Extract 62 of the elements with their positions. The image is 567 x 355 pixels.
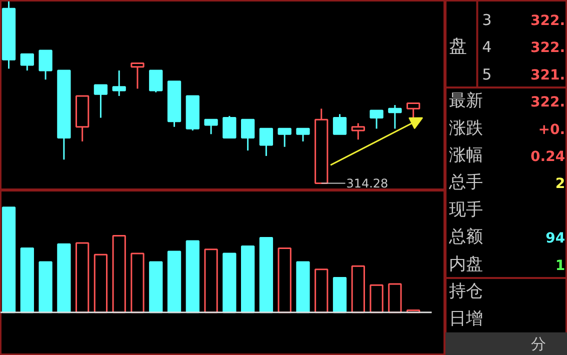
bar [278, 248, 292, 314]
candlestick [296, 128, 310, 142]
text: 321. [530, 67, 566, 84]
bar [241, 245, 255, 314]
bar [94, 254, 108, 314]
bar [332, 276, 347, 314]
text: 322. [530, 94, 566, 111]
text: 0.24 [530, 149, 566, 166]
category-label: 4 [482, 38, 492, 56]
category-label: 涨幅 [449, 146, 484, 166]
category-label: 日增 [449, 308, 484, 329]
candlestick [20, 53, 34, 72]
candlestick [241, 118, 255, 152]
candlestick [94, 84, 108, 119]
bar [57, 243, 71, 314]
category-label: 涨跌 [449, 118, 484, 138]
bar [186, 240, 200, 314]
bar [296, 261, 310, 314]
bar [204, 248, 218, 314]
candlestick [204, 118, 218, 135]
annotation: 314.28 [346, 176, 388, 191]
candlestick [222, 115, 236, 139]
candlestick [149, 70, 163, 94]
candlestick [130, 62, 144, 90]
category-label: 现手 [449, 200, 484, 220]
bar [38, 261, 52, 314]
bar [2, 206, 16, 314]
category-label: 持仓 [449, 282, 484, 302]
bar [112, 234, 126, 314]
bar [76, 242, 90, 314]
bar [149, 261, 163, 314]
candlestick [406, 102, 420, 120]
candlestick [38, 50, 52, 80]
candlestick [112, 70, 126, 97]
candlestick [388, 104, 402, 130]
text: 322. [530, 12, 566, 29]
text: 盘 [449, 36, 468, 58]
bar [20, 248, 34, 314]
text: 94 [546, 230, 566, 247]
bar [259, 237, 274, 314]
category-label: 总手 [448, 172, 484, 193]
text: 2 [555, 176, 566, 192]
bar [130, 252, 144, 314]
candlestick [259, 128, 274, 157]
text: 分 [530, 335, 546, 354]
bar [351, 265, 365, 314]
category-label: 最新 [449, 91, 484, 112]
candlestick [332, 113, 347, 135]
bar [406, 310, 420, 314]
candlestick [351, 122, 365, 140]
bar [314, 268, 328, 314]
bar [222, 252, 236, 314]
candlestick [278, 128, 292, 148]
bar [167, 250, 182, 314]
category-label: 3 [482, 10, 492, 29]
candlestick [370, 110, 384, 130]
text: 322. [530, 40, 566, 56]
text: +0. [538, 122, 566, 138]
category-label: 内盘 [449, 254, 484, 274]
category-label: 5 [482, 65, 492, 84]
text: 1 [555, 258, 566, 274]
category-label: 总额 [448, 227, 484, 248]
